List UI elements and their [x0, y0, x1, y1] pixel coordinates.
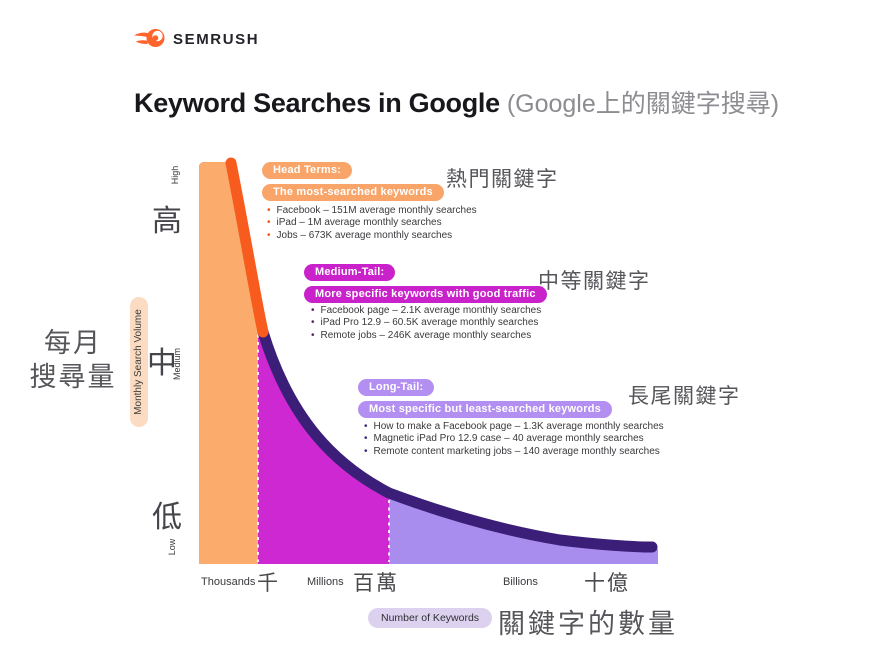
long-tail-examples: How to make a Facebook page – 1.3K avera… — [364, 421, 664, 458]
long-tail-label-zh: 長尾關鍵字 — [628, 385, 741, 408]
semrush-logo: SEMRUSH — [134, 27, 259, 51]
list-item: Facebook – 151M average monthly searches — [267, 205, 477, 217]
list-item: iPad Pro 12.9 – 60.5K average monthly se… — [311, 317, 541, 329]
y-tick-low-en: Low — [167, 538, 177, 556]
list-item: Jobs – 673K average monthly searches — [267, 230, 477, 242]
list-item: iPad – 1M average monthly searches — [267, 217, 477, 229]
y-tick-high-zh: 高 — [152, 205, 182, 238]
medium-tail-examples: Facebook page – 2.1K average monthly sea… — [311, 305, 542, 342]
x-tick-billions-zh: 十億 — [584, 572, 630, 595]
page-title-zh: (Google上的關鍵字搜尋) — [506, 90, 780, 118]
list-item: Remote content marketing jobs – 140 aver… — [364, 446, 664, 458]
y-tick-low-zh: 低 — [152, 501, 182, 534]
page-title: Keyword Searches in Google (Google上的關鍵字搜尋… — [134, 84, 779, 120]
y-axis-label-zh-line1: 每月 — [44, 328, 102, 358]
x-tick-millions-en: Millions — [307, 576, 344, 588]
curve-line-tail — [257, 326, 658, 553]
brand-name: SEMRUSH — [173, 30, 260, 48]
x-tick-thousands-en: Thousands — [201, 576, 256, 588]
list-item: How to make a Facebook page – 1.3K avera… — [364, 421, 664, 433]
x-tick-billions-en: Billions — [503, 576, 538, 588]
page-title-en: Keyword Searches in Google — [134, 88, 500, 118]
y-tick-medium-en: Medium — [172, 348, 182, 381]
list-item: Facebook page – 2.1K average monthly sea… — [311, 305, 542, 317]
y-tick-medium-zh: 中 — [147, 347, 177, 380]
semrush-flame-icon — [134, 29, 165, 47]
list-item: Remote jobs – 246K average monthly searc… — [311, 330, 541, 342]
y-axis-label-zh-line2: 搜尋量 — [29, 362, 117, 392]
head-terms-area — [199, 162, 258, 564]
head-terms-badge: Head Terms: — [262, 162, 353, 179]
list-item: Magnetic iPad Pro 12.9 case – 40 average… — [364, 433, 664, 445]
head-terms-desc-badge: The most-searched keywords — [262, 184, 444, 201]
head-terms-label-zh: 熱門關鍵字 — [446, 168, 559, 191]
x-axis-label-pill: Number of Keywords — [368, 608, 493, 628]
y-axis-label-pill: Monthly Search Volume — [130, 297, 148, 427]
long-tail-badge: Long-Tail: — [358, 379, 435, 396]
medium-tail-badge: Medium-Tail: — [304, 264, 396, 281]
y-axis-label-zh: 每月 搜尋量 — [18, 326, 128, 394]
x-tick-thousands-zh: 千 — [257, 572, 280, 595]
curve-line-head — [225, 157, 269, 338]
x-tick-millions-zh: 百萬 — [353, 572, 399, 595]
medium-tail-label-zh: 中等關鍵字 — [538, 270, 651, 293]
head-terms-examples: Facebook – 151M average monthly searches… — [267, 205, 477, 242]
y-tick-high-en: High — [170, 165, 180, 185]
x-axis-label-zh: 關鍵字的數量 — [498, 609, 678, 639]
long-tail-desc-badge: Most specific but least-searched keyword… — [358, 401, 612, 418]
medium-tail-desc-badge: More specific keywords with good traffic — [304, 286, 547, 303]
